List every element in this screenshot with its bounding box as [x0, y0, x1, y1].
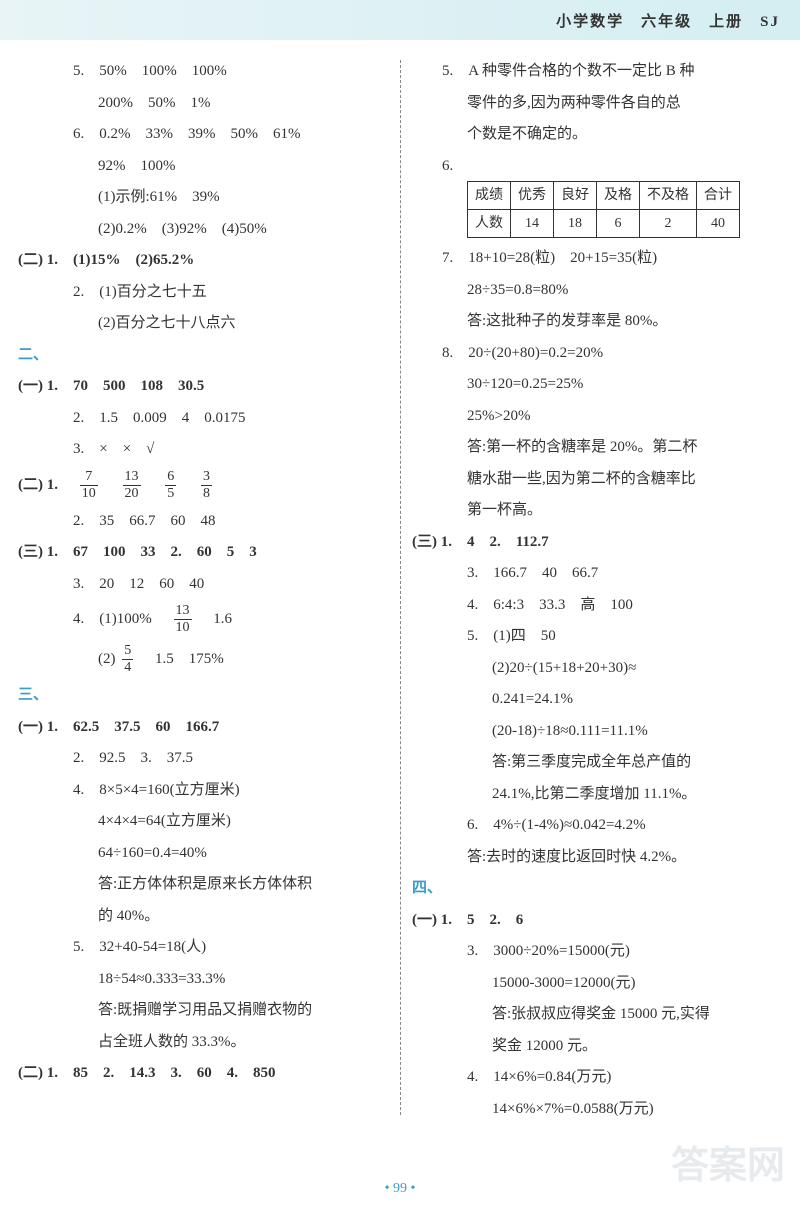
section-heading: 二、 [18, 344, 388, 367]
text-line: 6. 4%÷(1-4%)≈0.042=4.2% [412, 814, 782, 837]
table-cell: 6 [597, 210, 640, 238]
section-heading: 四、 [412, 877, 782, 900]
text-line: 答:既捐赠学习用品又捐赠衣物的 [18, 999, 388, 1022]
table-cell: 优秀 [511, 182, 554, 210]
text-line: 答:正方体体积是原来长方体体积 [18, 873, 388, 896]
text-line: 5. 32+40-54=18(人) [18, 936, 388, 959]
text-line: 25%>20% [412, 405, 782, 428]
score-table: 成绩 优秀 良好 及格 不及格 合计 人数 14 18 6 2 40 [467, 181, 740, 238]
table-cell: 成绩 [468, 182, 511, 210]
text-line: 零件的多,因为两种零件各自的总 [412, 92, 782, 115]
table-row: 人数 14 18 6 2 40 [468, 210, 740, 238]
text-line: 24.1%,比第二季度增加 11.1%。 [412, 783, 782, 806]
text-line: (2) 54 1.5 175% [18, 644, 388, 675]
text-line: 8. 20÷(20+80)=0.2=20% [412, 342, 782, 365]
text-line: 3. 166.7 40 66.7 [412, 562, 782, 585]
table-cell: 良好 [554, 182, 597, 210]
text-line: 个数是不确定的。 [412, 123, 782, 146]
header-bar: 小学数学 六年级 上册 SJ [0, 0, 800, 40]
text-line: 4. 8×5×4=160(立方厘米) [18, 779, 388, 802]
text-line: (一) 1. 62.5 37.5 60 166.7 [18, 716, 388, 739]
right-column: 5. A 种零件合格的个数不一定比 B 种 零件的多,因为两种零件各自的总 个数… [400, 60, 782, 1129]
text-line: 14×6%×7%=0.0588(万元) [412, 1098, 782, 1121]
text-line: 15000-3000=12000(元) [412, 972, 782, 995]
fraction: 1320 [123, 470, 141, 501]
text-line: 糖水甜一些,因为第二杯的含糖率比 [412, 468, 782, 491]
table-cell: 2 [640, 210, 697, 238]
text-line: 的 40%。 [18, 905, 388, 928]
text-line: (1)示例:61% 39% [18, 186, 388, 209]
text-line: 5. 50% 100% 100% [18, 60, 388, 83]
table-cell: 合计 [697, 182, 740, 210]
text-line: 答:张叔叔应得奖金 15000 元,实得 [412, 1003, 782, 1026]
text-line: 64÷160=0.4=40% [18, 842, 388, 865]
text-line: 4. (1)100% 1310 1.6 [18, 604, 388, 635]
text-line: (2)0.2% (3)92% (4)50% [18, 218, 388, 241]
fraction: 1310 [174, 604, 192, 635]
text-line: 4. 14×6%=0.84(万元) [412, 1066, 782, 1089]
fraction: 38 [201, 470, 212, 501]
table-cell: 14 [511, 210, 554, 238]
text-line: 200% 50% 1% [18, 92, 388, 115]
text-line: 答:去时的速度比返回时快 4.2%。 [412, 846, 782, 869]
table-row: 成绩 优秀 良好 及格 不及格 合计 [468, 182, 740, 210]
text-line: 占全班人数的 33.3%。 [18, 1031, 388, 1054]
text-line: (二) 1. 85 2. 14.3 3. 60 4. 850 [18, 1062, 388, 1085]
table-wrap: 6. 成绩 优秀 良好 及格 不及格 合计 人数 14 18 6 2 40 [412, 155, 782, 239]
text-line: 92% 100% [18, 155, 388, 178]
text-line: (一) 1. 5 2. 6 [412, 909, 782, 932]
text-line: (三) 1. 4 2. 112.7 [412, 531, 782, 554]
text-line: 3. 20 12 60 40 [18, 573, 388, 596]
table-cell: 及格 [597, 182, 640, 210]
left-column: 5. 50% 100% 100% 200% 50% 1% 6. 0.2% 33%… [18, 60, 400, 1129]
text-line: 3. × × √ [18, 438, 388, 461]
fraction: 710 [80, 470, 98, 501]
text-line: 2. 92.5 3. 37.5 [18, 747, 388, 770]
text-line: 2. 35 66.7 60 48 [18, 510, 388, 533]
text-line: (二) 1. (1)15% (2)65.2% [18, 249, 388, 272]
text-line: (2)百分之七十八点六 [18, 312, 388, 335]
text-line: 5. (1)四 50 [412, 625, 782, 648]
text-line: 0.241=24.1% [412, 688, 782, 711]
text-line: 28÷35=0.8=80% [412, 279, 782, 302]
text-line: 6. 0.2% 33% 39% 50% 61% [18, 123, 388, 146]
text-line: (三) 1. 67 100 33 2. 60 5 3 [18, 541, 388, 564]
text-line: 答:这批种子的发芽率是 80%。 [412, 310, 782, 333]
table-cell: 40 [697, 210, 740, 238]
table-cell: 18 [554, 210, 597, 238]
text-line: 4. 6:4:3 33.3 高 100 [412, 594, 782, 617]
page-number: • 99 • [0, 1181, 800, 1197]
text-line: 7. 18+10=28(粒) 20+15=35(粒) [412, 247, 782, 270]
header-text: 小学数学 六年级 上册 SJ [556, 10, 780, 31]
text-line: 2. (1)百分之七十五 [18, 281, 388, 304]
fraction: 54 [122, 644, 133, 675]
section-heading: 三、 [18, 684, 388, 707]
text-line: 答:第三季度完成全年总产值的 [412, 751, 782, 774]
main-content: 5. 50% 100% 100% 200% 50% 1% 6. 0.2% 33%… [0, 40, 800, 1129]
text-line: (20-18)÷18≈0.111=11.1% [412, 720, 782, 743]
fraction: 65 [165, 470, 176, 501]
text-line: 4×4×4=64(立方厘米) [18, 810, 388, 833]
text-line: 5. A 种零件合格的个数不一定比 B 种 [412, 60, 782, 83]
text-line: 奖金 12000 元。 [412, 1035, 782, 1058]
text-line: (一) 1. 70 500 108 30.5 [18, 375, 388, 398]
text-line: 第一杯高。 [412, 499, 782, 522]
table-cell: 人数 [468, 210, 511, 238]
text-line: (二) 1. 710 1320 65 38 [18, 470, 388, 501]
table-cell: 不及格 [640, 182, 697, 210]
text-line: 2. 1.5 0.009 4 0.0175 [18, 407, 388, 430]
text-line: 答:第一杯的含糖率是 20%。第二杯 [412, 436, 782, 459]
text-line: 3. 3000÷20%=15000(元) [412, 940, 782, 963]
text-line: 18÷54≈0.333=33.3% [18, 968, 388, 991]
text-line: 30÷120=0.25=25% [412, 373, 782, 396]
text-line: (2)20÷(15+18+20+30)≈ [412, 657, 782, 680]
